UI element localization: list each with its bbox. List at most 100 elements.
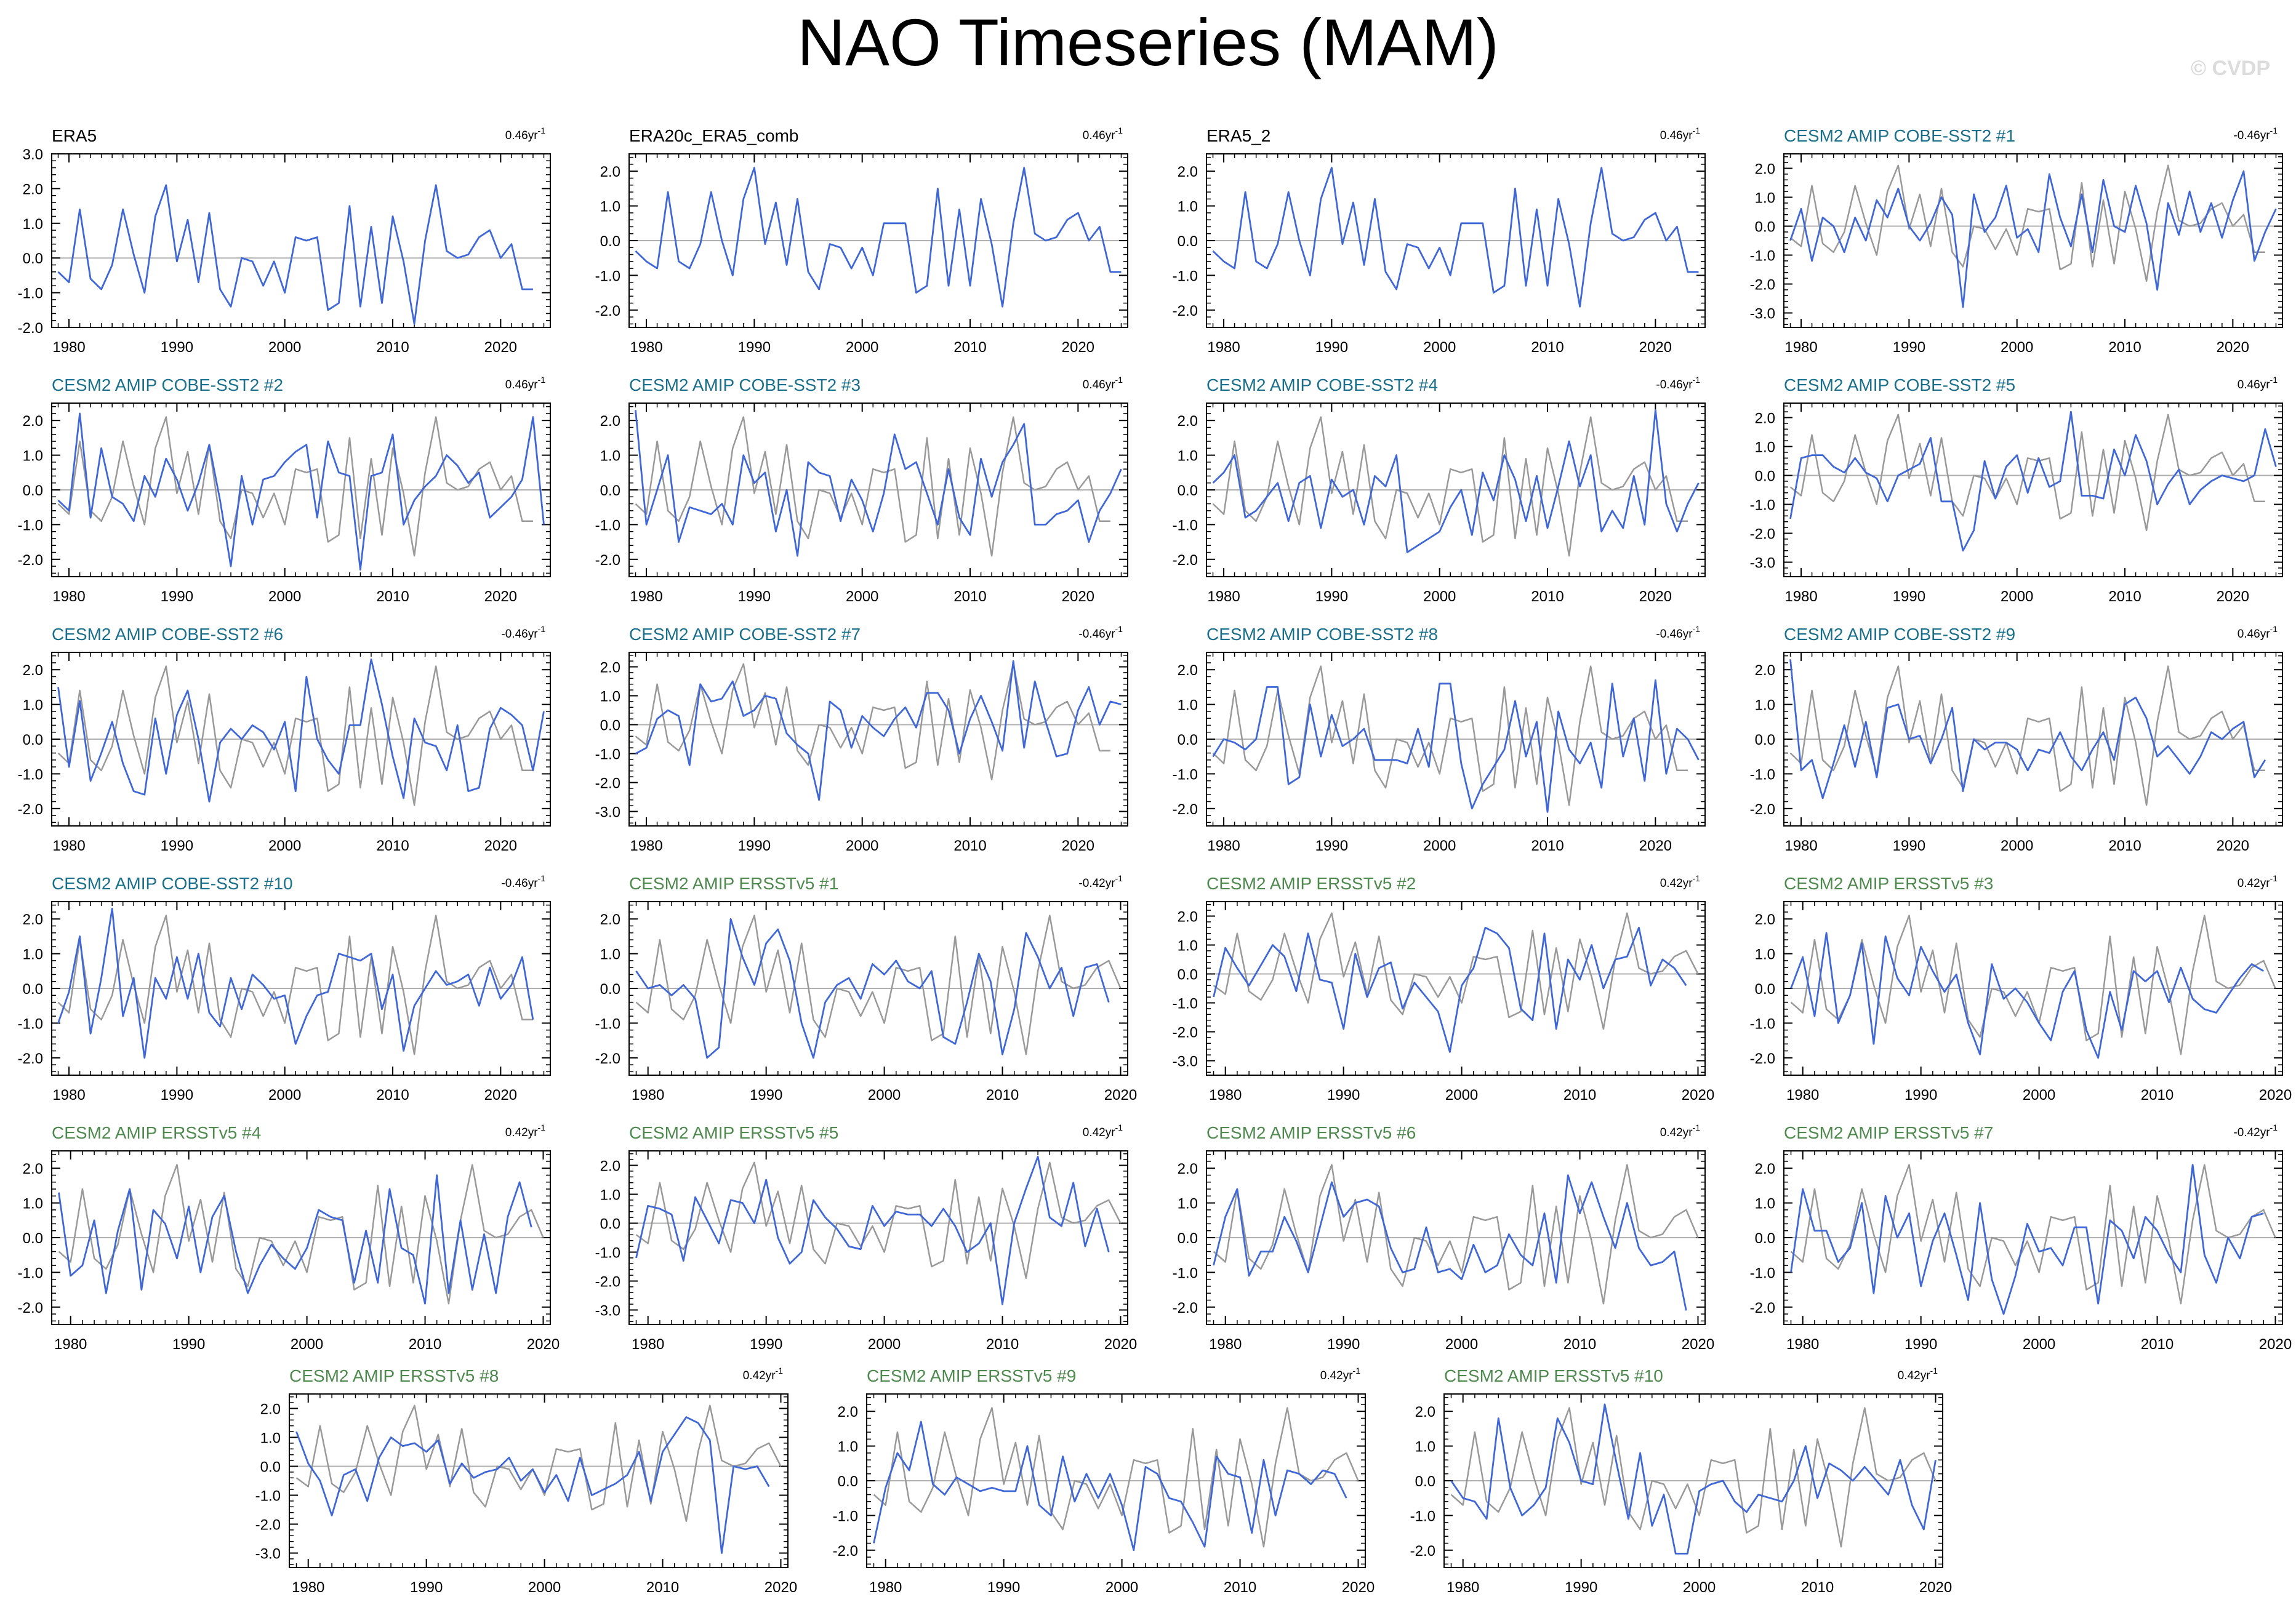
y-tick-label: 2.0 [23,413,43,430]
y-tick-label: 1.0 [23,216,43,233]
x-tick-label: 1980 [632,1087,664,1103]
y-tick-label: 2.0 [1755,911,1775,928]
panel-title: CESM2 AMIP COBE-SST2 #5 [1784,375,2015,394]
x-tick-label: 2020 [1062,339,1094,356]
y-tick-label: -1.0 [1173,517,1198,534]
y-tick-label: 1.0 [600,199,620,215]
y-tick-label: 0.0 [600,1216,620,1233]
x-tick-label: 1990 [1327,1087,1360,1103]
x-tick-label: 2020 [2217,588,2249,605]
x-tick-label: 2000 [2023,1336,2055,1353]
nao-series-line [58,1174,532,1305]
y-tick-label: -2.0 [1750,1051,1775,1067]
obs-reference-line [1213,912,1699,1030]
nao-series-line [635,1156,1110,1305]
y-tick-label: -2.0 [1750,801,1775,818]
y-tick-label: -2.0 [1173,1300,1198,1316]
x-tick-label: 2020 [1104,1087,1137,1103]
x-tick-label: 2000 [1683,1579,1716,1596]
y-tick-label: -1.0 [595,747,620,763]
y-tick-label: -2.0 [595,775,620,792]
y-tick-label: 0.0 [1755,468,1775,485]
x-tick-label: 2010 [376,838,409,854]
y-tick-label: 2.0 [1755,662,1775,679]
x-tick-label: 2020 [1639,588,1672,605]
y-tick-label: 0.0 [838,1473,858,1490]
trend-label: 0.46yr-1 [1660,126,1700,142]
x-tick-label: 2020 [2217,339,2249,356]
nao-series-line [295,1416,770,1554]
x-tick-label: 2020 [1062,588,1094,605]
nao-series-line [635,660,1122,801]
y-tick-label: -2.0 [18,801,43,818]
nao-series-line [635,918,1110,1059]
x-tick-label: 1990 [161,339,193,356]
panel-title: CESM2 AMIP COBE-SST2 #1 [1784,126,2015,145]
obs-reference-line [1212,665,1688,806]
x-tick-label: 1980 [1786,1336,1819,1353]
y-tick-label: 0.0 [1178,1230,1198,1247]
panel-frame [1783,402,2283,577]
obs-reference-line [57,915,533,1055]
y-tick-label: -1.0 [18,1265,43,1281]
x-tick-label: 2000 [846,588,878,605]
x-tick-label: 2020 [2259,1087,2292,1103]
nao-series-line [1450,1403,1937,1555]
x-tick-label: 1990 [987,1579,1020,1596]
y-tick-label: -3.0 [255,1546,281,1563]
trend-label: -0.42yr-1 [2233,1123,2278,1139]
nao-series-line [1790,932,2265,1059]
x-tick-label: 2020 [484,588,517,605]
nao-series-line [1789,411,2277,552]
y-tick-label: 2.0 [23,181,43,198]
y-tick-label: -2.0 [18,320,43,337]
x-tick-label: 2020 [527,1336,560,1353]
trend-label: 0.42yr-1 [1898,1366,1938,1382]
y-tick-label: -1.0 [1750,1265,1775,1281]
x-tick-label: 2000 [268,838,301,854]
obs-reference-line [635,1161,1122,1280]
y-tick-label: -2.0 [1173,1025,1198,1041]
nao-series-line [1213,1174,1687,1311]
trend-label: 0.46yr-1 [1083,126,1123,142]
x-tick-label: 2010 [953,339,986,356]
y-tick-label: 2.0 [1755,1161,1775,1177]
y-tick-label: 1.0 [23,947,43,963]
y-tick-label: 0.0 [600,233,620,250]
x-tick-label: 2020 [1062,838,1094,854]
x-tick-label: 1980 [52,339,85,356]
y-tick-label: 2.0 [600,660,620,676]
y-tick-label: -2.0 [18,552,43,569]
trend-label: 0.46yr-1 [2238,375,2278,391]
y-tick-label: 1.0 [600,947,620,963]
x-tick-label: 1990 [161,588,193,605]
trend-label: 0.46yr-1 [2238,624,2278,641]
x-tick-label: 2010 [2108,838,2141,854]
x-tick-label: 1990 [1327,1336,1360,1353]
y-tick-label: -1.0 [1173,996,1198,1012]
y-tick-label: 0.0 [1755,1230,1775,1247]
x-tick-label: 2020 [1919,1579,1952,1596]
y-tick-label: -1.0 [1173,1265,1198,1281]
y-tick-label: 1.0 [23,1196,43,1212]
x-tick-label: 1980 [52,1087,85,1103]
nao-series-line [57,412,545,571]
y-tick-label: 0.0 [23,483,43,499]
x-tick-label: 2010 [953,588,986,605]
y-tick-label: 2.0 [1755,411,1775,427]
x-tick-label: 1980 [1447,1579,1479,1596]
y-tick-label: 0.0 [23,250,43,267]
nao-series-line [1212,409,1700,553]
page-title: NAO Timeseries (MAM) [797,5,1499,79]
nao-series-line [635,410,1122,557]
y-tick-label: -1.0 [1750,766,1775,783]
panel-title: CESM2 AMIP COBE-SST2 #2 [52,375,283,394]
y-tick-label: -3.0 [1750,555,1775,572]
y-tick-label: 1.0 [1755,697,1775,714]
panel-title: CESM2 AMIP ERSSTv5 #3 [1784,874,1993,893]
obs-reference-line [1790,1164,2276,1305]
y-tick-label: -2.0 [255,1517,281,1534]
x-tick-label: 2000 [868,1087,901,1103]
y-tick-label: 1.0 [838,1439,858,1456]
y-tick-label: 0.0 [600,718,620,734]
